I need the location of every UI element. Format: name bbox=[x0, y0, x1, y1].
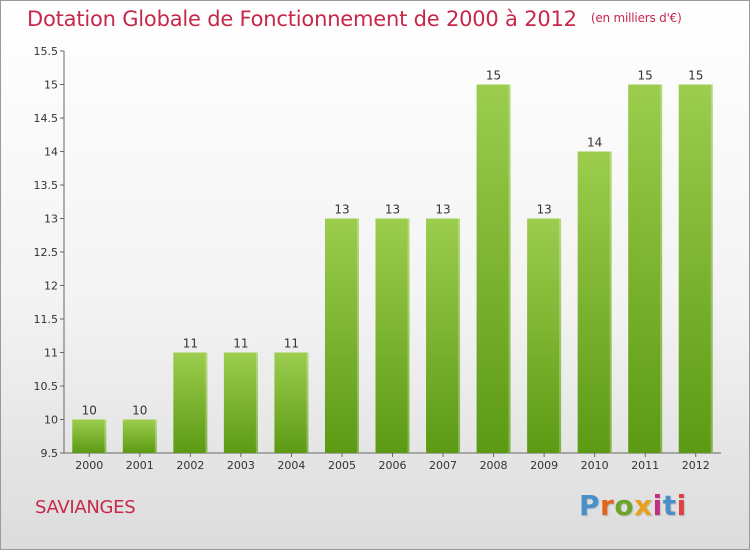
x-tick-label: 2005 bbox=[328, 459, 356, 472]
data-label: 11 bbox=[233, 337, 248, 351]
y-tick-label: 12.5 bbox=[34, 246, 59, 259]
y-tick-label: 11 bbox=[44, 347, 58, 360]
y-tick-label: 12 bbox=[44, 280, 58, 293]
bar-highlight bbox=[407, 218, 410, 453]
data-label: 11 bbox=[284, 337, 299, 351]
x-tick-label: 2012 bbox=[682, 459, 710, 472]
y-tick-label: 14 bbox=[44, 146, 58, 159]
data-label: 15 bbox=[486, 69, 501, 83]
bar-highlight bbox=[104, 419, 107, 453]
proxiti-logo: Proxiti bbox=[579, 489, 687, 522]
bar-highlight bbox=[660, 84, 663, 453]
data-label: 13 bbox=[334, 203, 349, 217]
x-tick-label: 2003 bbox=[227, 459, 255, 472]
x-tick-label: 2007 bbox=[429, 459, 457, 472]
bar bbox=[122, 419, 157, 453]
bar-highlight bbox=[154, 419, 157, 453]
data-label: 10 bbox=[132, 404, 147, 418]
logo-letter: r bbox=[600, 489, 615, 522]
y-tick-label: 10.5 bbox=[34, 380, 59, 393]
commune-name: SAVIANGES bbox=[35, 497, 136, 518]
bar-highlight bbox=[559, 218, 562, 453]
bar bbox=[577, 151, 612, 453]
data-label: 15 bbox=[688, 69, 703, 83]
logo-letter: P bbox=[579, 489, 601, 522]
chart-title: Dotation Globale de Fonctionnement de 20… bbox=[27, 7, 682, 31]
y-tick-label: 11.5 bbox=[34, 313, 59, 326]
bar bbox=[274, 352, 309, 453]
data-label: 13 bbox=[435, 203, 450, 217]
bar bbox=[375, 218, 410, 453]
bar bbox=[426, 218, 461, 453]
data-label: 15 bbox=[638, 69, 653, 83]
data-label: 13 bbox=[536, 203, 551, 217]
bar bbox=[628, 84, 663, 453]
x-tick-label: 2001 bbox=[126, 459, 154, 472]
x-tick-label: 2004 bbox=[277, 459, 305, 472]
x-tick-label: 2008 bbox=[480, 459, 508, 472]
bar bbox=[527, 218, 562, 453]
bar bbox=[72, 419, 107, 453]
y-tick-label: 13.5 bbox=[34, 179, 59, 192]
chart-unit: (en milliers d'€) bbox=[590, 11, 682, 25]
bar-highlight bbox=[710, 84, 713, 453]
bar-highlight bbox=[458, 218, 461, 453]
chart-title-text: Dotation Globale de Fonctionnement de 20… bbox=[27, 7, 577, 31]
y-tick-label: 9.5 bbox=[41, 447, 59, 460]
bar bbox=[173, 352, 208, 453]
logo-letter: o bbox=[614, 489, 635, 522]
data-label: 10 bbox=[82, 404, 97, 418]
bar-highlight bbox=[356, 218, 359, 453]
data-label: 13 bbox=[385, 203, 400, 217]
y-tick-label: 13 bbox=[44, 213, 58, 226]
bar-highlight bbox=[508, 84, 511, 453]
bar-highlight bbox=[306, 352, 309, 453]
bar bbox=[223, 352, 258, 453]
bar-highlight bbox=[255, 352, 258, 453]
bar bbox=[678, 84, 713, 453]
y-tick-label: 10 bbox=[44, 414, 58, 427]
bar bbox=[324, 218, 359, 453]
y-tick-label: 14.5 bbox=[34, 112, 59, 125]
logo-letter: i bbox=[652, 489, 663, 522]
data-label: 14 bbox=[587, 136, 602, 150]
x-tick-label: 2011 bbox=[631, 459, 659, 472]
logo-letter: t bbox=[662, 489, 677, 522]
x-tick-label: 2000 bbox=[75, 459, 103, 472]
x-tick-label: 2010 bbox=[581, 459, 609, 472]
logo-letter: i bbox=[676, 489, 687, 522]
bar-highlight bbox=[609, 151, 612, 453]
logo-letter: x bbox=[634, 489, 653, 522]
data-label: 11 bbox=[183, 337, 198, 351]
bar bbox=[476, 84, 511, 453]
bar-highlight bbox=[205, 352, 208, 453]
y-tick-label: 15.5 bbox=[34, 45, 59, 58]
y-tick-label: 15 bbox=[44, 79, 58, 92]
x-tick-label: 2009 bbox=[530, 459, 558, 472]
x-tick-label: 2006 bbox=[379, 459, 407, 472]
x-tick-label: 2002 bbox=[176, 459, 204, 472]
